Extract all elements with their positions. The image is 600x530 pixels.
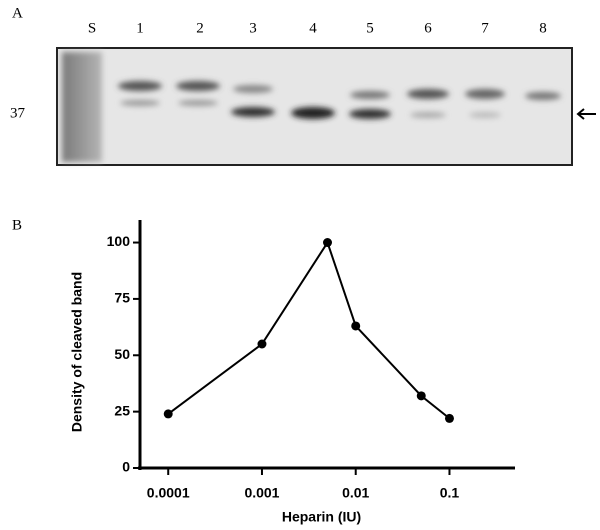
marker-label: 37 — [10, 105, 26, 121]
lane-label: 1 — [136, 20, 144, 36]
y-tick-label: 0 — [122, 459, 130, 475]
panel-label: A — [12, 5, 23, 21]
x-axis-label: Heparin (IU) — [282, 509, 361, 525]
x-tick-label: 0.0001 — [147, 485, 190, 501]
lane-label: 3 — [249, 20, 257, 36]
data-point — [444, 413, 454, 423]
gel — [56, 47, 573, 166]
y-tick-label: 100 — [107, 233, 131, 249]
y-tick-label: 50 — [114, 346, 130, 362]
arrow — [576, 108, 596, 120]
y-tick-label: 25 — [114, 402, 130, 418]
y-axis-label: Density of cleaved band — [69, 272, 85, 432]
y-tick-label: 75 — [114, 290, 130, 306]
data-line — [167, 240, 451, 420]
data-point — [416, 391, 426, 401]
lane-label: 2 — [196, 20, 204, 36]
lane-label: 7 — [481, 20, 489, 36]
lane-label: 5 — [366, 20, 374, 36]
data-point — [351, 321, 361, 331]
ladder-lane — [62, 52, 102, 162]
data-point — [323, 238, 332, 248]
data-point — [257, 339, 267, 349]
lane-label: 8 — [539, 20, 547, 36]
lane-label: 6 — [424, 20, 432, 36]
panel-label: B — [12, 217, 22, 233]
x-tick-label: 0.01 — [342, 485, 369, 501]
gel-bands — [118, 81, 561, 119]
lane-label: 4 — [309, 20, 317, 36]
lane-label: S — [88, 20, 96, 36]
x-tick-label: 0.1 — [440, 485, 460, 501]
x-tick-label: 0.001 — [244, 485, 279, 501]
data-point — [163, 409, 173, 419]
